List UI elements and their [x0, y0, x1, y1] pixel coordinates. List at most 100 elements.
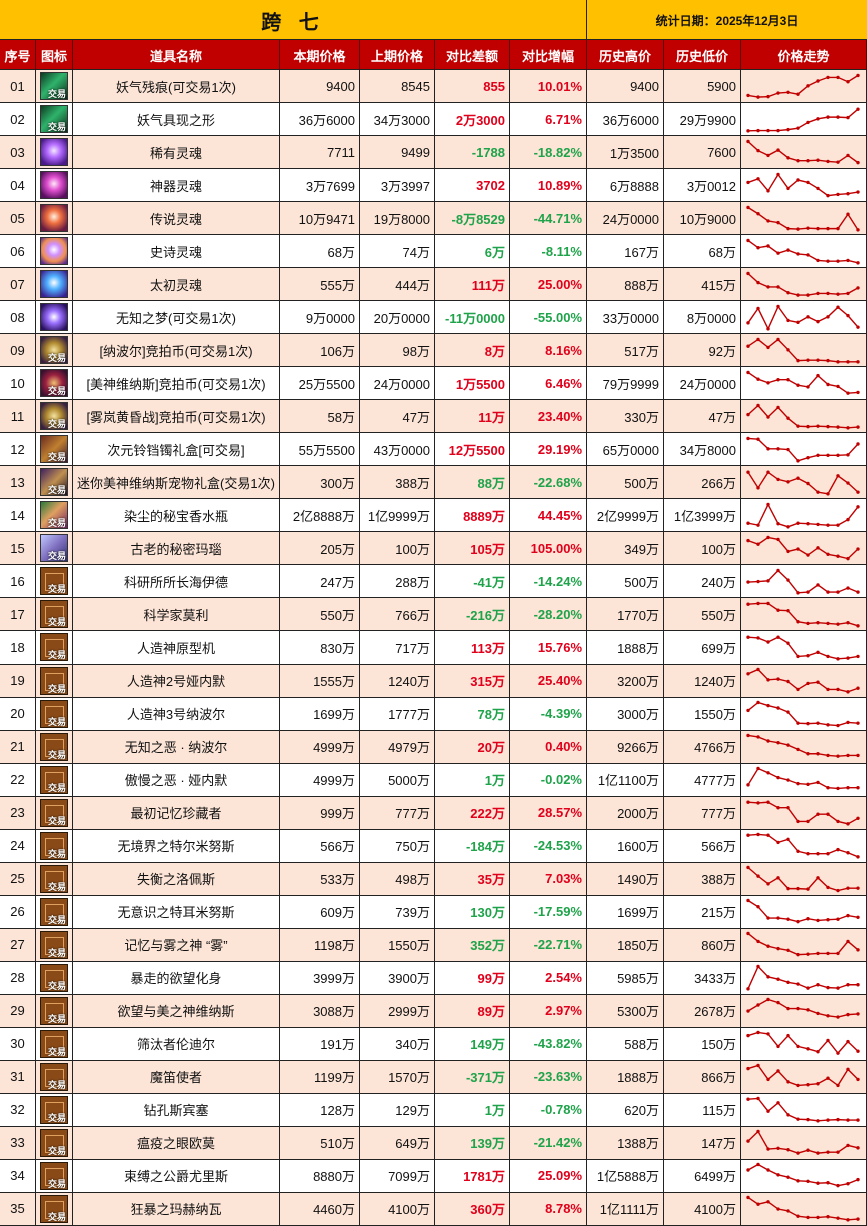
- table-row[interactable]: 06 史诗灵魂 68万 74万 6万 -8.11% 167万 68万: [0, 235, 867, 269]
- table-row[interactable]: 29 交易 欲望与美之神维纳斯 3088万 2999万 89万 2.97% 5300万 2678…: [0, 994, 867, 1028]
- item-icon: 交易: [40, 897, 68, 926]
- price-diff: 105万: [435, 532, 510, 565]
- table-row[interactable]: 08 无知之梦(可交易1次) 9万0000 20万0000 -11万0000 -55.00…: [0, 301, 867, 335]
- previous-price: 3万3997: [360, 169, 435, 202]
- table-row[interactable]: 15 交易 古老的秘密玛瑙 205万 100万 105万 105.00% 349万 100万: [0, 532, 867, 566]
- price-change-pct: 2.54%: [510, 961, 587, 994]
- history-high: 1888万: [587, 631, 664, 664]
- current-price: 533万: [280, 862, 360, 895]
- price-trend-sparkline: [741, 1093, 867, 1126]
- trade-badge: 交易: [47, 1112, 66, 1123]
- current-price: 247万: [280, 565, 360, 598]
- item-icon-cell: 交易: [36, 532, 73, 565]
- table-row[interactable]: 31 交易 魔笛使者 1199万 1570万 -371万 -23.63% 1888万 866万: [0, 1060, 867, 1094]
- item-icon-cell: [36, 169, 73, 202]
- history-high: 1770万: [587, 598, 664, 631]
- price-change-pct: 23.40%: [510, 400, 587, 433]
- price-change-pct: -43.82%: [510, 1027, 587, 1060]
- table-row[interactable]: 20 交易 人造神3号纳波尔 1699万 1777万 78万 -4.39% 3000万 1550…: [0, 697, 867, 731]
- current-price: 555万: [280, 268, 360, 301]
- table-row[interactable]: 11 交易 [雾岚黄昏战]竞拍币(可交易1次) 58万 47万 11万 23.40% 330万…: [0, 400, 867, 434]
- price-diff: 6万: [435, 235, 510, 268]
- header-col-trend: 价格走势: [741, 40, 867, 70]
- table-row[interactable]: 12 交易 次元铃铛镯礼盒[可交易] 55万5500 43万0000 12万5500 29.…: [0, 433, 867, 467]
- table-row[interactable]: 16 交易 科研所所长海伊德 247万 288万 -41万 -14.24% 500万 240万: [0, 565, 867, 599]
- table-row[interactable]: 04 神器灵魂 3万7699 3万3997 3702 10.89% 6万8888 3万0012: [0, 169, 867, 203]
- item-name: 神器灵魂: [73, 169, 280, 202]
- table-row[interactable]: 34 交易 束缚之公爵尤里斯 8880万 7099万 1781万 25.09% 1亿5888万…: [0, 1159, 867, 1193]
- trade-badge: 交易: [47, 1211, 66, 1222]
- trade-badge: 交易: [47, 980, 66, 991]
- table-row[interactable]: 27 交易 记忆与雾之神 “雾” 1198万 1550万 352万 -22.71% 1850万…: [0, 928, 867, 962]
- table-row[interactable]: 26 交易 无意识之特耳米努斯 609万 739万 130万 -17.59% 1699万 215…: [0, 895, 867, 929]
- item-name: 人造神原型机: [73, 631, 280, 664]
- previous-price: 1550万: [360, 928, 435, 961]
- table-row[interactable]: 03 稀有灵魂 7711 9499 -1788 -18.82% 1万3500 7600: [0, 136, 867, 170]
- item-icon-cell: 交易: [36, 70, 73, 103]
- previous-price: 340万: [360, 1027, 435, 1060]
- row-number: 02: [0, 103, 36, 136]
- item-icon-cell: [36, 301, 73, 334]
- table-row[interactable]: 32 交易 钻孔斯宾塞 128万 129万 1万 -0.78% 620万 115万: [0, 1093, 867, 1127]
- trade-badge: 交易: [47, 386, 66, 397]
- row-number: 04: [0, 169, 36, 202]
- history-low: 24万0000: [664, 367, 741, 400]
- table-row[interactable]: 24 交易 无境界之特尔米努斯 566万 750万 -184万 -24.53% 1600万 56…: [0, 829, 867, 863]
- table-row[interactable]: 25 交易 失衡之洛佩斯 533万 498万 35万 7.03% 1490万 388万: [0, 862, 867, 896]
- item-icon: 交易: [40, 864, 68, 893]
- table-row[interactable]: 02 交易 妖气具现之形 36万6000 34万3000 2万3000 6.71% 36万60…: [0, 103, 867, 137]
- table-row[interactable]: 05 传说灵魂 10万9471 19万8000 -8万8529 -44.71% 24万000…: [0, 202, 867, 236]
- price-trend-sparkline: [741, 70, 867, 103]
- current-price: 9400: [280, 70, 360, 103]
- current-price: 1555万: [280, 664, 360, 697]
- header-col-icon: 图标: [36, 40, 73, 70]
- table-row[interactable]: 35 交易 狂暴之玛赫纳瓦 4460万 4100万 360万 8.78% 1亿1111万 410…: [0, 1192, 867, 1226]
- row-number: 18: [0, 631, 36, 664]
- trade-badge: 交易: [47, 716, 66, 727]
- price-trend-sparkline: [741, 1159, 867, 1192]
- previous-price: 739万: [360, 895, 435, 928]
- table-row[interactable]: 07 太初灵魂 555万 444万 111万 25.00% 888万 415万: [0, 268, 867, 302]
- table-row[interactable]: 30 交易 筛汰者伦迪尔 191万 340万 149万 -43.82% 588万 150万: [0, 1027, 867, 1061]
- table-row[interactable]: 23 交易 最初记忆珍藏者 999万 777万 222万 28.57% 2000万 777万: [0, 796, 867, 830]
- price-change-pct: -44.71%: [510, 202, 587, 235]
- price-trend-sparkline: [741, 136, 867, 169]
- row-number: 03: [0, 136, 36, 169]
- trade-badge: 交易: [47, 1079, 66, 1090]
- price-diff: -11万0000: [435, 301, 510, 334]
- item-name: 传说灵魂: [73, 202, 280, 235]
- current-price: 4999万: [280, 730, 360, 763]
- item-name: 妖气残痕(可交易1次): [73, 70, 280, 103]
- table-row[interactable]: 28 交易 暴走的欲望化身 3999万 3900万 99万 2.54% 5985万 3433万: [0, 961, 867, 995]
- price-change-pct: -8.11%: [510, 235, 587, 268]
- item-icon: 交易: [40, 831, 68, 860]
- item-icon: 交易: [40, 930, 68, 959]
- table-row[interactable]: 09 交易 [纳波尔]竞拍币(可交易1次) 106万 98万 8万 8.16% 517万 92万: [0, 334, 867, 368]
- table-row[interactable]: 14 交易 染尘的秘宝香水瓶 2亿8888万 1亿9999万 8889万 44.45% 2亿9…: [0, 499, 867, 533]
- previous-price: 4979万: [360, 730, 435, 763]
- table-row[interactable]: 19 交易 人造神2号娅内默 1555万 1240万 315万 25.40% 3200万 124…: [0, 664, 867, 698]
- table-row[interactable]: 18 交易 人造神原型机 830万 717万 113万 15.76% 1888万 699万: [0, 631, 867, 665]
- history-high: 36万6000: [587, 103, 664, 136]
- previous-price: 388万: [360, 466, 435, 499]
- table-row[interactable]: 01 交易 妖气残痕(可交易1次) 9400 8545 855 10.01% 9400 5900: [0, 70, 867, 104]
- table-row[interactable]: 22 交易 傲慢之恶 · 娅内默 4999万 5000万 1万 -0.02% 1亿1100万 4…: [0, 763, 867, 797]
- price-diff: 2万3000: [435, 103, 510, 136]
- price-change-pct: -23.63%: [510, 1060, 587, 1093]
- item-icon-cell: 交易: [36, 1159, 73, 1192]
- item-icon-cell: [36, 235, 73, 268]
- table-row[interactable]: 33 交易 瘟疫之眼欧莫 510万 649万 139万 -21.42% 1388万 147万: [0, 1126, 867, 1160]
- previous-price: 100万: [360, 532, 435, 565]
- item-icon: 交易: [40, 534, 68, 563]
- price-diff: 1万: [435, 1093, 510, 1126]
- table-row[interactable]: 13 交易 迷你美神维纳斯宠物礼盒(交易1次) 300万 388万 88万 -22.68% 5…: [0, 466, 867, 500]
- item-icon-cell: 交易: [36, 1192, 73, 1225]
- table-row[interactable]: 17 交易 科学家莫利 550万 766万 -216万 -28.20% 1770万 550万: [0, 598, 867, 632]
- table-row[interactable]: 10 交易 [美神维纳斯]竞拍币(可交易1次) 25万5500 24万0000 1万550…: [0, 367, 867, 401]
- item-icon: [40, 171, 68, 200]
- previous-price: 4100万: [360, 1192, 435, 1225]
- row-number: 16: [0, 565, 36, 598]
- item-icon: 交易: [40, 72, 68, 100]
- table-row[interactable]: 21 交易 无知之恶 · 纳波尔 4999万 4979万 20万 0.40% 9266万 476…: [0, 730, 867, 764]
